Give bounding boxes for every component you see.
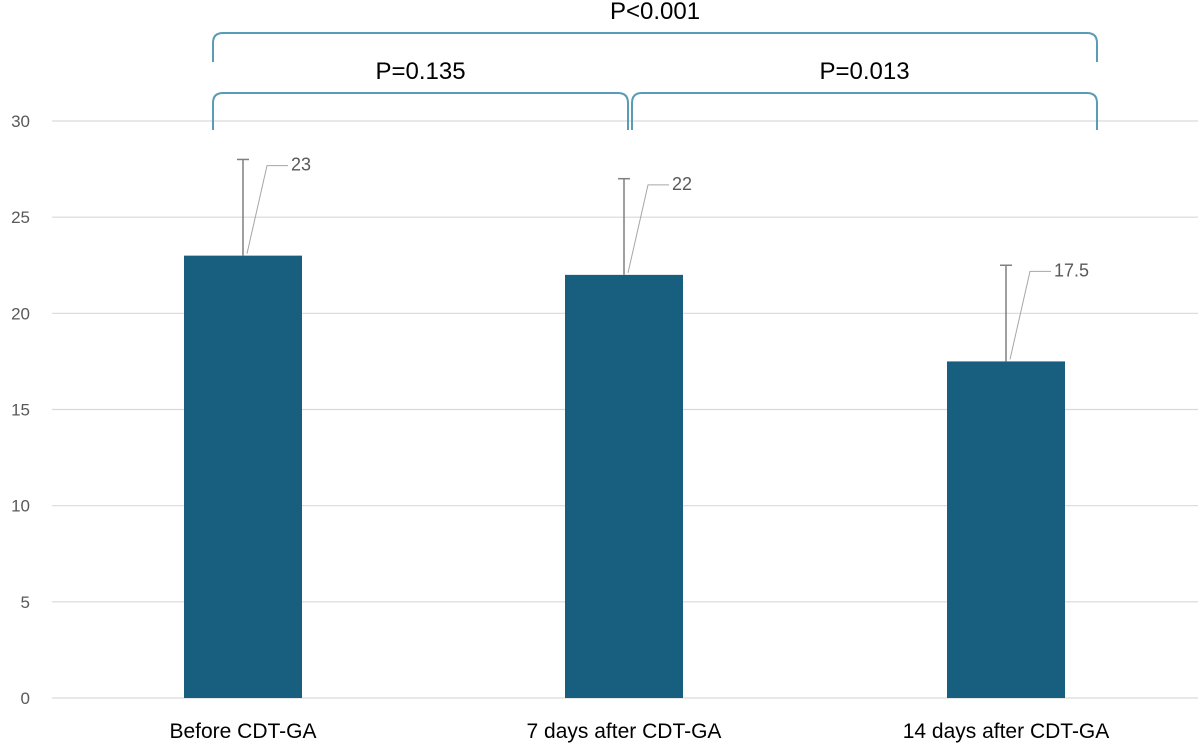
y-tick-label: 25	[11, 208, 30, 227]
x-axis-categories: Before CDT-GA 7 days after CDT-GA 14 days …	[169, 720, 1109, 743]
bar	[184, 255, 302, 698]
error-bars	[237, 158, 1012, 362]
data-label-leader	[246, 165, 288, 254]
significance-bracket	[212, 32, 1098, 62]
x-category-label: Before CDT-GA	[169, 720, 316, 743]
significance-bracket	[631, 92, 1098, 130]
y-tick-label: 10	[11, 497, 30, 516]
y-axis-ticks: 0 5 10 15 20 25 30	[11, 112, 30, 708]
significance-bracket	[212, 92, 629, 130]
data-label: 22	[672, 174, 692, 194]
p-value-label: P<0.001	[610, 0, 700, 25]
y-tick-label: 20	[11, 304, 30, 323]
p-value-label: P=0.013	[819, 58, 909, 85]
data-label: 23	[291, 155, 311, 175]
bar	[947, 361, 1065, 698]
data-label-leader	[627, 184, 669, 273]
x-category-label: 7 days after CDT-GA	[527, 720, 722, 743]
y-tick-label: 30	[11, 112, 30, 131]
p-value-label: P=0.135	[375, 58, 465, 85]
bars	[184, 255, 1065, 698]
y-tick-label: 15	[11, 401, 30, 420]
x-category-label: 14 days after CDT-GA	[903, 720, 1110, 743]
significance-brackets: P<0.001 P=0.135 P=0.013	[212, 0, 1098, 130]
data-label: 17.5	[1054, 260, 1089, 280]
data-labels: 23 22 17.5	[246, 155, 1089, 360]
bar	[565, 274, 683, 698]
y-tick-label: 5	[21, 593, 30, 612]
data-label-leader	[1009, 270, 1051, 360]
y-tick-label: 0	[21, 689, 30, 708]
